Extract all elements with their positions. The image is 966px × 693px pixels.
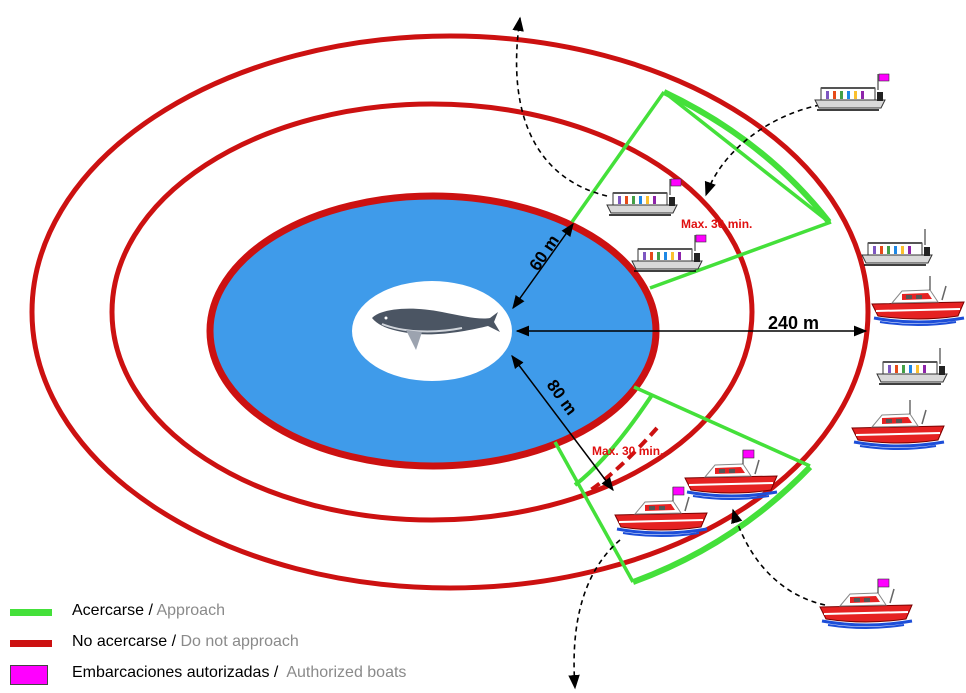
arrow-80m [511, 354, 614, 492]
tour-boat-icon [861, 228, 933, 266]
legend-approach-es: Acercarse [72, 602, 145, 619]
legend-item-no-approach: No acercarse / Do not approach [10, 631, 570, 662]
legend-approach-en: Approach [156, 602, 225, 619]
legend-boats-es: Embarcaciones autorizadas [72, 664, 270, 681]
legend-no-approach-es: No acercarse [72, 633, 168, 650]
approach-arc-top [662, 89, 832, 224]
boat-paths [512, 16, 826, 690]
legend-boats-sep: / [269, 664, 287, 681]
red-motorboat-icon [870, 274, 966, 327]
legend-swatch-authorized [10, 665, 48, 685]
humpback-whale-icon [372, 308, 500, 350]
arrow-60m [512, 222, 574, 310]
max-time-label-bottom: Max. 30 min. [592, 444, 663, 458]
legend-approach-sep: / [144, 602, 157, 619]
red-motorboat-icon [683, 448, 779, 501]
max-time-label-top: Max. 30 min. [681, 217, 752, 231]
tour-boat-icon [606, 178, 682, 216]
tour-boat-icon [876, 347, 948, 385]
tour-boat-icon [631, 234, 707, 272]
legend-boats-en: Authorized boats [286, 664, 407, 681]
approach-arc-bottom [631, 464, 813, 585]
legend-item-authorized-boats: Embarcaciones autorizadas / Authorized b… [10, 662, 570, 693]
outer-ring [29, 33, 871, 591]
legend-no-approach-en: Do not approach [180, 633, 299, 650]
middle-ring [109, 101, 755, 523]
legend: Acercarse / Approach No acercarse / Do n… [10, 600, 570, 693]
red-motorboat-icon [850, 398, 946, 451]
approach-corridor-lines [553, 90, 832, 583]
legend-swatch-approach [10, 609, 52, 616]
red-motorboat-icon [818, 577, 914, 630]
legend-swatch-no-approach [10, 640, 52, 647]
legend-no-approach-sep: / [167, 633, 181, 650]
label-240m: 240 m [768, 313, 819, 333]
legend-item-approach: Acercarse / Approach [10, 600, 570, 631]
tour-boat-icon [814, 73, 890, 111]
